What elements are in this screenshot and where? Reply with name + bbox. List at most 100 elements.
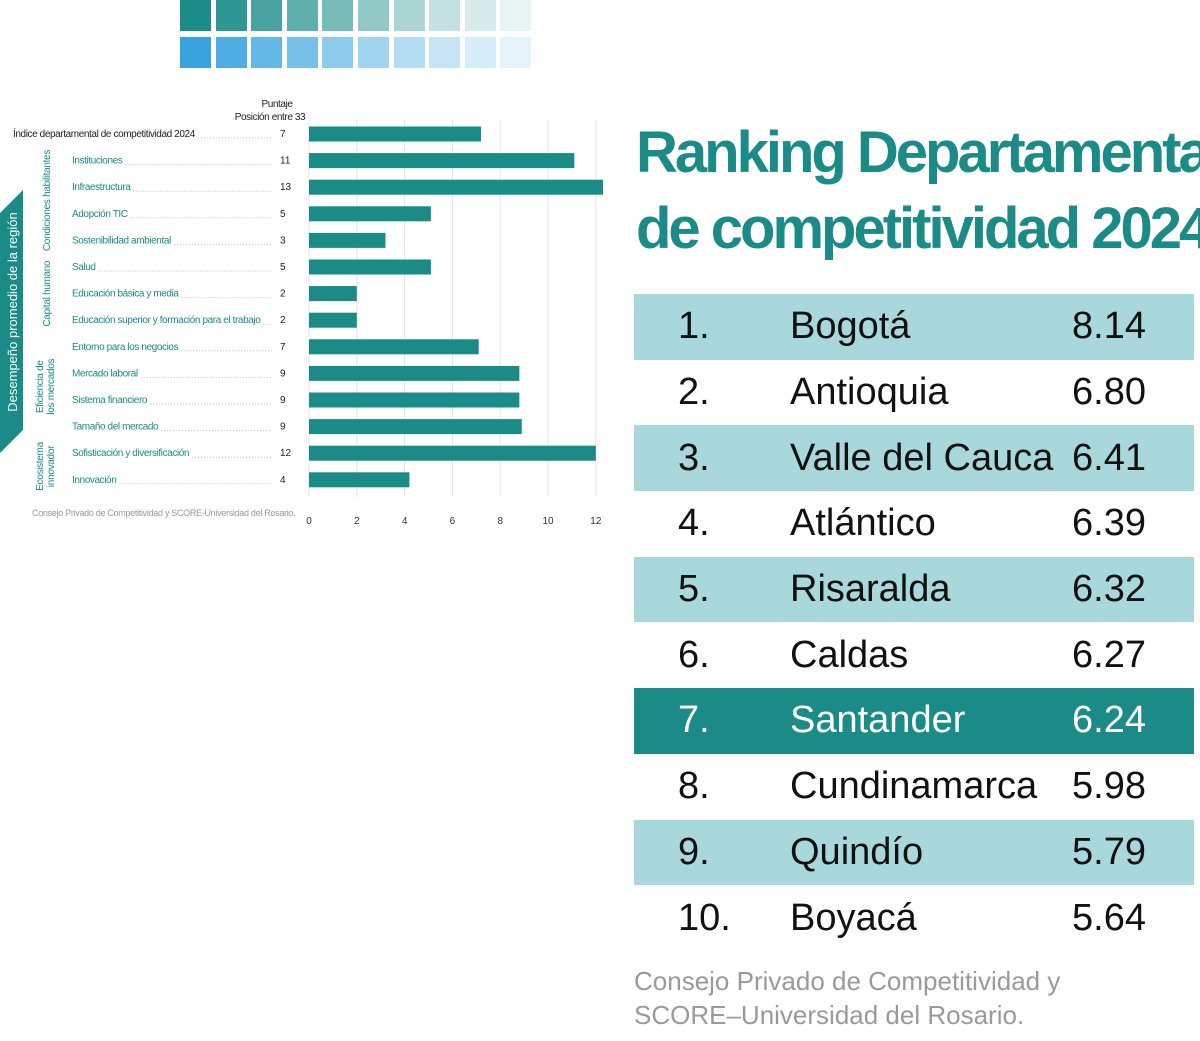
department-score: 8.14	[1072, 305, 1146, 348]
category-label: Salud	[72, 262, 96, 273]
department-name: Bogotá	[790, 305, 911, 348]
position-label: 7	[280, 342, 286, 353]
ranking-row: 10. Boyacá 5.64	[634, 885, 1194, 951]
category-label: Sofisticación y diversificación	[72, 448, 189, 459]
rank-position: 10.	[678, 896, 731, 939]
header-puntaje: Puntaje	[261, 99, 293, 110]
group-label: Capital humano	[42, 260, 53, 327]
position-label: 11	[280, 156, 291, 167]
bar	[309, 312, 357, 328]
position-label: 9	[280, 422, 286, 433]
palette-row-teal	[180, 0, 536, 31]
side-tab-shape	[0, 190, 23, 453]
position-label: 5	[280, 209, 286, 220]
title-line-1: Ranking Departamental	[636, 120, 1200, 185]
rank-position: 8.	[678, 765, 710, 808]
source-line-1: Consejo Privado de Competitividad y	[634, 966, 1061, 996]
department-name: Valle del Cauca	[790, 436, 1054, 479]
category-label: Entorno para los negocios	[72, 342, 179, 353]
competitiveness-bar-chart: Desempeño promedio de la región Condicio…	[0, 99, 603, 527]
department-score: 5.64	[1072, 896, 1146, 939]
category-label: Adopción TIC	[72, 209, 128, 220]
palette-row-blue	[180, 37, 536, 68]
x-axis: 0 2 4 6 8 10 12	[306, 516, 602, 527]
ranking-row: 4. Atlántico 6.39	[634, 491, 1194, 557]
palette-swatch-row1-1	[180, 0, 211, 31]
group-labels: Condiciones habilitantes Capital humano Ef…	[35, 150, 57, 491]
bar	[309, 339, 479, 355]
bar	[309, 232, 386, 248]
department-name: Boyacá	[790, 896, 917, 939]
ranking-table: 1. Bogotá 8.14 2. Antioquia 6.80 3. Valle del C…	[634, 294, 1194, 951]
chart-rows: Índice departamental de competitividad 2…	[13, 126, 603, 488]
palette-swatch-row2-7	[393, 37, 425, 68]
ranking-row: 3. Valle del Cauca 6.41	[634, 425, 1194, 492]
bar	[309, 365, 520, 381]
department-score: 5.98	[1072, 765, 1146, 808]
department-name: Atlántico	[790, 502, 936, 545]
position-label: 4	[280, 475, 286, 486]
group-label-line: Eficiencia de	[35, 360, 46, 414]
department-name: Quindío	[790, 830, 924, 873]
rank-position: 6.	[678, 633, 710, 676]
bar	[309, 392, 520, 408]
bar	[309, 153, 575, 169]
ranking-row: 8. Cundinamarca 5.98	[634, 754, 1194, 820]
x-tick-label: 0	[306, 516, 312, 527]
ranking-row: 5. Risaralda 6.32	[634, 556, 1194, 623]
category-label: Educación básica y media	[72, 289, 179, 300]
position-label: 2	[280, 289, 286, 300]
department-score: 6.24	[1072, 699, 1146, 742]
side-tab: Desempeño promedio de la región	[0, 190, 23, 453]
department-name: Cundinamarca	[790, 765, 1038, 808]
bar	[309, 259, 431, 275]
x-tick-label: 2	[354, 516, 360, 527]
rank-position: 9.	[678, 830, 710, 873]
rank-position: 2.	[678, 371, 710, 414]
side-label: Desempeño promedio de la región	[5, 212, 20, 411]
palette-swatch-row2-9	[464, 37, 496, 68]
group-label: Ecosistemainnovador	[35, 441, 57, 490]
group-label-line: innovador	[46, 445, 57, 487]
ranking-row: 7. Santander 6.24	[634, 688, 1194, 754]
category-label: Instituciones	[72, 156, 123, 167]
department-score: 6.39	[1072, 502, 1146, 545]
category-label: Sostenibilidad ambiental	[72, 235, 171, 246]
position-label: 12	[280, 448, 292, 459]
bar	[309, 206, 431, 222]
palette-swatch-row1-6	[357, 0, 389, 31]
rank-position: 3.	[678, 436, 710, 479]
bar	[309, 419, 522, 435]
position-label: 3	[280, 235, 286, 246]
department-name: Antioquia	[790, 371, 949, 414]
group-label-line: los mercados	[46, 358, 57, 414]
title-line-2: de competitividad 2024	[636, 196, 1200, 261]
position-label: 9	[280, 395, 286, 406]
category-label: Infraestructura	[72, 182, 131, 193]
palette-swatch-row1-5	[322, 0, 354, 31]
ranking-source: Consejo Privado de Competitividad y SCOR…	[634, 964, 1194, 1032]
x-tick-label: 12	[590, 516, 602, 527]
group-label-line: Ecosistema	[35, 441, 46, 490]
source-line-2: SCORE–Universidad del Rosario.	[634, 1000, 1025, 1030]
x-tick-label: 6	[450, 516, 456, 527]
chart-source: Consejo Privado de Competitividad y SCOR…	[32, 508, 295, 518]
department-score: 5.79	[1072, 830, 1146, 873]
ranking-row: 6. Caldas 6.27	[634, 622, 1194, 688]
position-label: 5	[280, 262, 286, 273]
position-label: 13	[280, 182, 292, 193]
header-posicion: Posición entre 33	[235, 112, 306, 123]
group-label: Eficiencia delos mercados	[35, 358, 57, 414]
palette-swatch-row2-3	[251, 37, 283, 68]
palette-swatch-row2-2	[215, 37, 247, 68]
ranking-row: 2. Antioquia 6.80	[634, 360, 1194, 426]
rank-position: 7.	[678, 699, 710, 742]
palette-swatch-row1-8	[429, 0, 461, 31]
position-label: 2	[280, 315, 286, 326]
category-label: Tamaño del mercado	[72, 422, 159, 433]
category-label: Innovación	[72, 475, 116, 486]
category-label: Índice departamental de competitividad 2…	[13, 127, 196, 140]
x-tick-label: 10	[542, 516, 554, 527]
palette-swatch-row1-9	[464, 0, 496, 31]
position-label: 7	[280, 129, 286, 140]
